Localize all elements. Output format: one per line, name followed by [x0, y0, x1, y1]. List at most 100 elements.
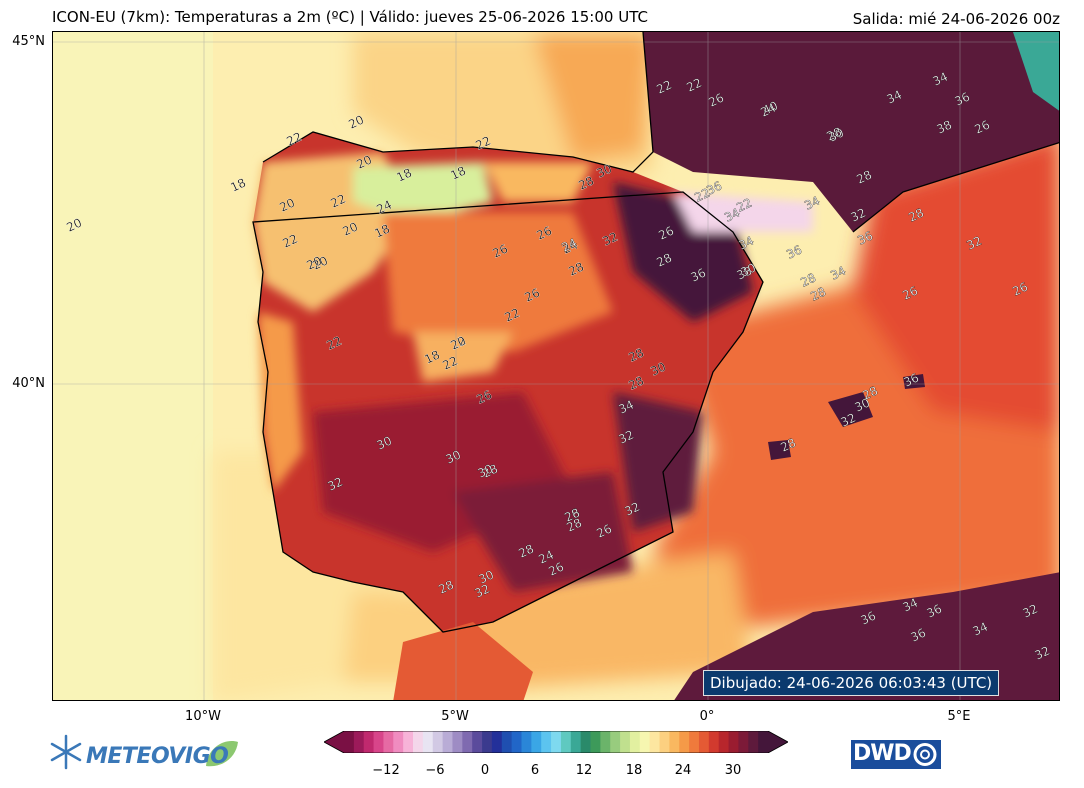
alps-cool — [1013, 32, 1059, 111]
colorbar-cell — [580, 731, 591, 753]
colorbar-cell — [432, 731, 443, 753]
contour-label: 36 — [704, 179, 724, 198]
contour-label: 26 — [490, 242, 510, 261]
coastline — [252, 32, 1059, 633]
contour-label: 30 — [826, 126, 846, 145]
contour-label: 32 — [622, 500, 642, 519]
contour-label: 32 — [848, 206, 868, 225]
contour-label: 34 — [884, 88, 904, 107]
contour-label: 28 — [626, 346, 646, 365]
contour-label: 34 — [970, 620, 990, 639]
lon-label-0: 0° — [699, 709, 715, 724]
contour-label: 32 — [1032, 644, 1052, 663]
contour-label: 22 — [284, 130, 304, 149]
contour-label: 32 — [964, 234, 984, 253]
contour-label: 30 — [648, 360, 668, 379]
colorbar-cell — [413, 731, 424, 753]
colorbar-tick-label: 0 — [480, 763, 490, 778]
colorbar-cell — [462, 731, 473, 753]
colorbar-cell — [669, 731, 680, 753]
med-east — [853, 132, 1059, 432]
contour-label: 28 — [798, 271, 818, 290]
temperature-map[interactable]: 20 22 20 20 18 18 22 18 20 22 24 18 22 20 20 20 22 26 28 30… — [52, 31, 1060, 701]
contour-label: 24 — [536, 548, 556, 567]
snowflake-icon — [50, 734, 82, 770]
colorbar-cell — [363, 731, 374, 753]
contour-label: 22 — [654, 78, 674, 97]
colorbar-cell — [639, 731, 651, 753]
contour-label: 24 — [560, 238, 580, 257]
contour-label: 28 — [626, 374, 646, 393]
contour-label: 28 — [654, 251, 674, 270]
contour-label: 24 — [559, 236, 579, 255]
contour-label: 20 — [448, 334, 468, 353]
contour-label: 36 — [952, 90, 972, 109]
meteovigo-logo — [50, 734, 238, 770]
colorbar-cell — [472, 731, 483, 753]
contour-label: 22 — [440, 354, 460, 373]
contour-label: 30 — [594, 162, 614, 181]
chart-title: ICON-EU (7km): Temperaturas a 2m (ºC) | … — [52, 8, 648, 26]
contour-label: 20 — [310, 254, 330, 273]
contour-label: 30 — [443, 448, 463, 467]
colorbar-cell — [521, 731, 532, 753]
contour-label: 26 — [594, 522, 614, 541]
dwd-wordmark: DWD — [853, 741, 912, 766]
colorbar-cell — [383, 731, 394, 753]
colorbar-tick-label: −12 — [372, 763, 400, 778]
colorbar-tick-label: 24 — [674, 763, 692, 778]
colorbar-cell — [600, 731, 611, 753]
france-land — [643, 32, 1059, 232]
contour-label: 26 — [972, 118, 992, 137]
contour-label: 20 — [304, 254, 324, 273]
lon-label-5w: 5°W — [441, 709, 469, 724]
dwd-swirl-icon — [913, 743, 937, 766]
contour-label: 26 — [534, 224, 554, 243]
contour-label: 22 — [280, 232, 300, 251]
colorbar-cell — [718, 731, 729, 753]
mallorca — [828, 392, 873, 427]
contour-label: 26 — [474, 388, 494, 407]
contour-label: 36 — [858, 609, 878, 628]
lon-label-10w: 10°W — [185, 709, 221, 724]
leaf-icon — [206, 741, 238, 767]
lat-label-40n: 40°N — [12, 376, 45, 391]
colorbar-cell — [698, 731, 710, 753]
contour-label: 28 — [860, 384, 880, 403]
contour-label: 30 — [738, 261, 758, 280]
portugal-coast — [258, 312, 303, 492]
contour-label: 36 — [855, 229, 875, 248]
colorbar-cell — [738, 731, 749, 753]
north-coast-mild — [483, 162, 593, 202]
contour-label: 34 — [930, 70, 950, 89]
contour-label: 28 — [854, 168, 874, 187]
contour-label: 22 — [734, 196, 754, 215]
contour-label: 26 — [656, 224, 676, 243]
colorbar-tick-label: 6 — [530, 763, 540, 778]
colorbar-cell — [501, 731, 513, 753]
contour-label: 22 — [502, 306, 522, 325]
contour-label: 34 — [828, 264, 848, 283]
contour-label: 30 — [475, 462, 495, 481]
contour-label: 26 — [706, 91, 726, 110]
colorbar-cell — [422, 731, 434, 753]
contour-label: 18 — [372, 222, 392, 241]
contour-label: 20 — [64, 216, 84, 235]
contour-label: 30 — [374, 434, 394, 453]
contour-label: 34 — [722, 206, 742, 225]
colorbar-cell — [728, 731, 739, 753]
colorbar-cell — [758, 731, 769, 753]
colorbar-tick-label: 12 — [575, 763, 593, 778]
contour-label: 28 — [778, 436, 798, 455]
temperature-colorbar — [324, 731, 788, 753]
model-run-label: Salida: mié 24-06-2026 00z — [852, 10, 1060, 28]
contour-label: 28 — [564, 516, 584, 535]
colorbar-cell — [373, 731, 384, 753]
contour-label: 34 — [802, 194, 822, 213]
cantabrian-cool — [353, 162, 493, 222]
drawn-timestamp: Dibujado: 24-06-2026 06:03:43 (UTC) — [703, 670, 1000, 696]
colorbar-cell — [748, 731, 759, 753]
colorbar-cell — [393, 731, 404, 753]
contour-label: 36 — [908, 626, 928, 645]
